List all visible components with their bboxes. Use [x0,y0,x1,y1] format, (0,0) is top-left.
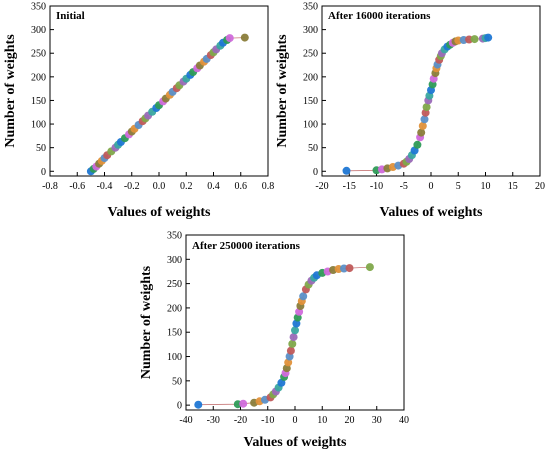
y-tick-label: 50 [36,143,46,154]
y-tick-label: 100 [303,120,318,131]
x-axis-title: Values of weights [380,205,483,220]
y-tick-label: 100 [167,352,182,363]
y-tick-label: 250 [303,49,318,60]
data-point [342,166,351,175]
x-tick-label: 0.2 [180,181,193,192]
x-tick-label: 15 [508,181,518,192]
y-tick-label: 300 [167,255,182,266]
x-axis-title: Values of weights [244,435,347,450]
x-tick-label: -30 [207,415,220,426]
x-tick-label: 0.4 [207,181,220,192]
y-tick-label: 350 [167,231,182,242]
x-tick-label: -20 [234,415,247,426]
chart-panel-2: -20 -15 -10 -5 0 5 10 15 20050100150200250300350… [275,2,545,221]
x-tick-label: -40 [179,415,192,426]
y-tick-label: 200 [167,303,182,314]
x-tick-label: 0 [293,415,298,426]
y-tick-label: 50 [172,376,182,387]
x-tick-label: -5 [400,181,408,192]
y-tick-label: 300 [303,25,318,36]
y-tick-label: 250 [31,49,46,60]
y-tick-label: 350 [31,2,46,13]
data-point [413,140,422,149]
x-tick-label: 5 [456,181,461,192]
y-tick-label: 0 [41,167,46,178]
x-tick-label: -10 [370,181,383,192]
data-point [418,121,427,130]
y-axis-title: Number of weights [3,34,18,148]
x-tick-label: -20 [315,181,328,192]
x-tick-label: 0.8 [262,181,275,192]
data-point [194,400,203,409]
data-point [288,339,297,348]
data-point [484,33,493,42]
x-tick-label: 40 [399,415,409,426]
y-axis-title: Number of weights [139,265,154,379]
data-point [470,35,479,44]
data-point [422,103,431,112]
y-tick-label: 100 [31,120,46,131]
x-tick-label: -0.4 [97,181,113,192]
panel-title: Initial [56,10,85,22]
y-tick-label: 150 [303,96,318,107]
y-tick-label: 300 [31,25,46,36]
panel-title: After 16000 iterations [328,10,431,22]
x-tick-label: 10 [317,415,327,426]
data-point [365,263,374,272]
x-tick-label: -0.6 [69,181,85,192]
y-tick-label: 200 [303,72,318,83]
chart-panel-3: -40 -30 -20 -10 0 10 20 30 40 0 50 100 150 200 250 300 3… [139,231,409,451]
x-tick-label: 30 [372,415,382,426]
x-tick-label: 10 [481,181,491,192]
x-tick-label: 20 [345,415,355,426]
x-tick-label: 0.6 [235,181,248,192]
data-point [225,34,234,43]
y-tick-label: 0 [177,401,182,412]
x-axis-title: Values of weights [108,205,211,220]
y-tick-label: 350 [303,2,318,13]
x-tick-label: 20 [535,181,545,192]
data-point [420,115,429,124]
data-point [286,346,295,355]
x-tick-label: -10 [261,415,274,426]
data-point [299,292,308,301]
x-tick-label: -15 [343,181,356,192]
x-tick-label: 0.0 [153,181,166,192]
data-point [239,399,248,408]
panel-title: After 250000 iterations [192,240,301,252]
data-point [417,128,426,137]
data-point [291,326,299,335]
y-tick-label: 250 [167,279,182,290]
y-tick-label: 150 [31,96,46,107]
data-point [240,33,249,42]
y-tick-label: 150 [167,328,182,339]
x-tick-label: 0 [429,181,434,192]
y-tick-label: 200 [31,72,46,83]
chart-panel-1: -0.8 -0.6 -0.4 -0.2 0.0 0.2 0.4 0.6 0.8 0 50 100 150… [3,2,274,221]
x-tick-label: -0.2 [124,181,140,192]
data-point [289,333,298,342]
data-point [345,264,354,273]
y-tick-label: 0 [313,167,318,178]
x-tick-label: -0.8 [42,181,58,192]
plot-frame [49,5,269,177]
y-axis-title: Number of weights [275,34,290,148]
y-tick-label: 50 [308,143,318,154]
